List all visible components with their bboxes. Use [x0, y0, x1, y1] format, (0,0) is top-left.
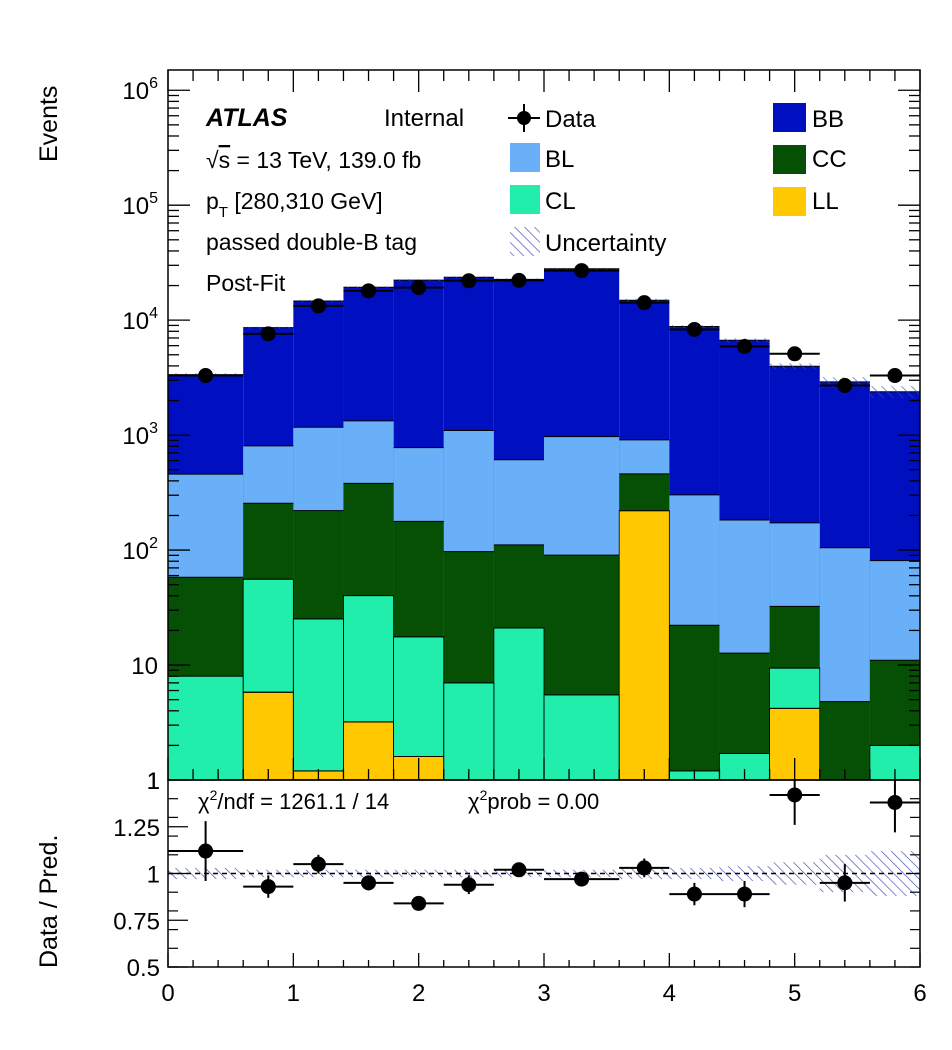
ratio-y-tick-label: 1.25	[113, 815, 160, 842]
bar-cl-7	[544, 694, 620, 780]
ratio-point-6	[493, 862, 544, 878]
data-point-5	[443, 273, 494, 289]
fit-label: Post-Fit	[206, 270, 286, 296]
data-point-4	[393, 280, 444, 296]
data-point-9	[669, 321, 720, 337]
tag-label: passed double-B tag	[206, 229, 417, 255]
legend-item-data: Data	[508, 104, 596, 133]
bar-cc-9	[669, 625, 720, 780]
svg-text:Data: Data	[545, 106, 596, 133]
data-point-2	[293, 298, 344, 314]
data-point-12	[819, 378, 870, 394]
ratio-point-10	[719, 880, 770, 908]
x-tick-label-4: 4	[663, 980, 676, 1007]
ratio-y-tick-label: 0.75	[113, 908, 160, 935]
ratio-point-7	[544, 871, 620, 887]
bar-outline-ll-8	[618, 510, 670, 780]
data-point-13	[869, 368, 920, 384]
bar-cl-6	[493, 627, 544, 780]
legend-item-cl: CL	[510, 185, 576, 215]
data-point-11	[769, 346, 820, 362]
ratio-point-11	[769, 780, 820, 825]
legend-item-uncertainty: Uncertainty	[510, 227, 666, 257]
data-point-6	[493, 272, 544, 288]
bar-ll-8	[619, 510, 670, 780]
y-tick-label: 106	[122, 75, 158, 105]
ratio-point-13	[869, 780, 920, 833]
atlas-label: ATLAS	[205, 104, 288, 132]
stacked-histogram	[168, 268, 920, 780]
internal-label: Internal	[384, 105, 464, 132]
legend-item-bb: BB	[773, 103, 844, 133]
x-axis: 0 1 2 3 4 5 6	[161, 953, 927, 1007]
ratio-point-9	[669, 882, 720, 906]
x-tick-label-0: 0	[161, 980, 174, 1007]
ratio-y-axis-label: Data / Pred.	[35, 835, 63, 968]
svg-text:CL: CL	[545, 188, 576, 215]
ratio-point-12	[819, 864, 870, 902]
svg-text:LL: LL	[812, 188, 839, 215]
ratio-points	[168, 780, 920, 911]
bar-cl-5	[443, 682, 494, 780]
ratio-point-0	[168, 821, 244, 881]
data-point-0	[168, 368, 244, 384]
ratio-plot-panel: 0.5 0.75 1 1.25 1 0 1 2 3 4 5 6 Data / Pred. χ2/nd…	[35, 768, 927, 1007]
ratio-point-4	[393, 895, 444, 911]
y-tick-label: 104	[122, 305, 158, 335]
ratio-y-tick-label-top: 1	[147, 768, 160, 795]
plot-annotations: ATLAS Internal √s = 13 TeV, 139.0 fb pT …	[205, 104, 464, 296]
y-tick-label: 10	[131, 653, 158, 680]
ratio-point-5	[443, 875, 494, 895]
legend-item-ll: LL	[773, 187, 839, 216]
y-tick-label: 103	[122, 420, 158, 450]
main-y-axis: 1 10 102 103 104 105 106	[122, 75, 920, 795]
data-point-7	[544, 263, 620, 279]
ratio-uncertainty-bin-11	[769, 862, 820, 885]
bar-outline-cl-11	[769, 667, 821, 709]
bar-cl-2	[293, 618, 344, 780]
main-x-ticks	[167, 70, 921, 780]
bar-cc-12	[819, 701, 870, 780]
bar-ll-1	[243, 692, 294, 780]
y-tick-label: 105	[122, 190, 158, 220]
energy-label: √s = 13 TeV, 139.0 fb	[206, 147, 421, 173]
ratio-point-2	[293, 854, 344, 874]
main-plot-panel: 1 10 102 103 104 105 106 Events	[35, 69, 921, 795]
data-points	[168, 263, 920, 394]
svg-text:Uncertainty: Uncertainty	[545, 230, 666, 257]
data-point-8	[619, 295, 670, 311]
ratio-uncertainty-bin-4	[393, 869, 444, 878]
x-tick-label-6: 6	[913, 980, 926, 1007]
ratio-y-tick-label: 0.5	[127, 955, 160, 982]
main-y-axis-label: Events	[35, 86, 63, 162]
x-tick-label-5: 5	[788, 980, 801, 1007]
ratio-point-3	[343, 875, 394, 891]
data-point-10	[719, 339, 770, 355]
ratio-y-axis: 0.5 0.75 1 1.25 1	[113, 768, 920, 982]
ratio-y-tick-label: 1	[147, 862, 160, 889]
chi2-label: χ2/ndf = 1261.1 / 14	[198, 787, 389, 814]
x-tick-label-3: 3	[537, 980, 550, 1007]
x-tick-label-1: 1	[287, 980, 300, 1007]
svg-text:BB: BB	[812, 106, 844, 133]
pt-label: pT [280,310 GeV]	[206, 188, 383, 221]
data-point-3	[343, 283, 394, 299]
legend-item-bl: BL	[510, 143, 574, 173]
chi2prob-label: χ2prob = 0.00	[468, 787, 599, 814]
svg-text:CC: CC	[812, 146, 847, 173]
y-tick-label-1: 1	[147, 768, 160, 795]
bar-cl-0	[168, 676, 244, 780]
x-tick-label-2: 2	[412, 980, 425, 1007]
y-tick-label: 102	[122, 535, 158, 565]
svg-text:BL: BL	[545, 146, 574, 173]
ratio-point-1	[243, 875, 294, 898]
ratio-point-8	[619, 858, 670, 878]
uncertainty-bin-13	[869, 386, 920, 399]
uncertainty-bin-11	[769, 363, 820, 370]
data-point-1	[243, 326, 294, 342]
legend-item-cc: CC	[773, 145, 847, 174]
legend: Data BL CL Uncertainty BB CC LL	[508, 103, 847, 257]
